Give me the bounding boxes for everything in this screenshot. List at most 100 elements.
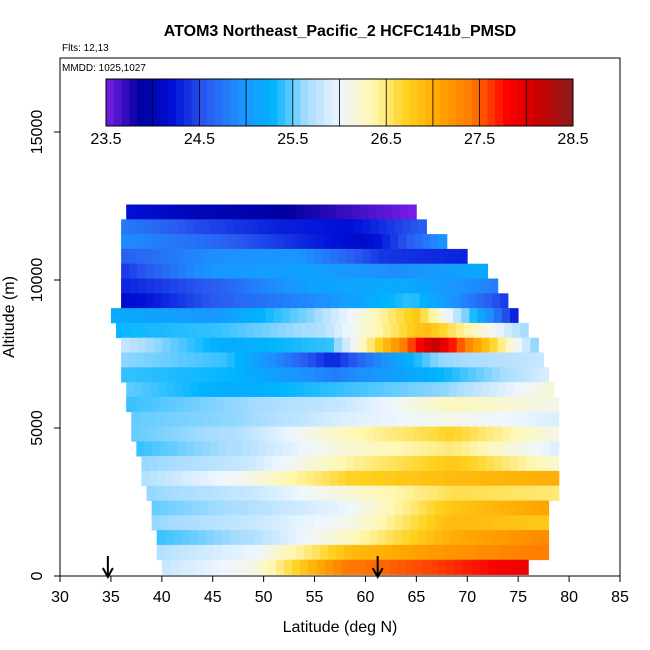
heatmap-cell — [152, 441, 162, 457]
heatmap-cell — [526, 426, 536, 442]
heatmap-cell — [145, 263, 155, 279]
heatmap-cell — [355, 441, 365, 457]
heatmap-cell — [511, 352, 520, 368]
heatmap-cell — [314, 308, 324, 324]
heatmap-cell — [422, 234, 432, 250]
colorbar-swatch — [277, 79, 286, 126]
heatmap-cell — [399, 278, 409, 294]
heatmap-cell — [484, 367, 493, 383]
heatmap-cell — [237, 322, 246, 339]
heatmap-cell — [347, 441, 357, 457]
heatmap-cell — [485, 441, 495, 457]
heatmap-cell — [448, 278, 458, 294]
heatmap-cell — [169, 219, 178, 235]
heatmap-cell — [550, 411, 560, 427]
heatmap-cell — [303, 382, 313, 398]
heatmap-cell — [191, 396, 201, 413]
heatmap-cell — [255, 204, 264, 220]
heatmap-cell — [394, 248, 404, 265]
heatmap-layer — [110, 204, 560, 575]
heatmap-cell — [316, 559, 326, 575]
heatmap-cell — [140, 322, 149, 339]
heatmap-cell — [444, 470, 453, 487]
heatmap-cell — [322, 293, 332, 309]
heatmap-cell — [379, 293, 388, 309]
heatmap-cell — [153, 337, 163, 353]
heatmap-cell — [260, 337, 269, 353]
heatmap-row — [110, 308, 519, 324]
heatmap-cell — [413, 411, 423, 427]
heatmap-cell — [145, 234, 155, 250]
heatmap-cell — [256, 470, 265, 487]
heatmap-cell — [374, 337, 384, 353]
heatmap-cell — [459, 293, 469, 309]
heatmap-cell — [287, 530, 296, 546]
heatmap-cell — [338, 367, 348, 383]
heatmap-cell — [149, 470, 159, 487]
heatmap-cell — [428, 308, 438, 324]
heatmap-cell — [256, 500, 266, 516]
heatmap-cell — [186, 559, 195, 575]
heatmap-cell — [178, 263, 187, 279]
heatmap-cell — [295, 530, 305, 546]
heatmap-cell — [132, 322, 141, 339]
heatmap-cell — [273, 500, 282, 516]
heatmap-cell — [513, 382, 522, 398]
y-tick-label: 15000 — [29, 110, 46, 155]
heatmap-cell — [200, 308, 210, 324]
heatmap-cell — [131, 411, 140, 427]
heatmap-cell — [504, 322, 513, 339]
heatmap-cell — [346, 293, 356, 309]
heatmap-cell — [346, 456, 355, 472]
heatmap-cell — [161, 559, 171, 575]
heatmap-cell — [209, 441, 219, 457]
heatmap-cell — [282, 441, 292, 457]
heatmap-cell — [409, 544, 419, 561]
heatmap-cell — [177, 248, 186, 265]
heatmap-cell — [119, 308, 128, 324]
heatmap-cell — [167, 396, 176, 413]
heatmap-cell — [225, 367, 235, 383]
heatmap-cell — [162, 485, 172, 501]
heatmap-cell — [182, 204, 192, 220]
heatmap-cell — [542, 470, 552, 487]
heatmap-cell — [153, 219, 162, 235]
heatmap-cell — [174, 382, 184, 398]
heatmap-cell — [309, 278, 319, 294]
heatmap-cell — [401, 544, 411, 561]
heatmap-cell — [266, 367, 275, 383]
heatmap-cell — [334, 278, 343, 294]
heatmap-cell — [192, 515, 201, 531]
heatmap-cell — [292, 263, 301, 279]
heatmap-cell — [289, 396, 299, 413]
heatmap-cell — [379, 308, 389, 324]
heatmap-cell — [332, 234, 342, 250]
heatmap-cell — [349, 559, 358, 575]
heatmap-cell — [316, 352, 325, 368]
heatmap-cell — [429, 352, 439, 368]
heatmap-cell — [280, 456, 290, 472]
heatmap-cell — [521, 382, 531, 398]
heatmap-cell — [532, 367, 542, 383]
heatmap-cell — [308, 559, 317, 575]
heatmap-cell — [202, 234, 212, 250]
heatmap-cell — [244, 426, 253, 442]
flight-arrows — [101, 556, 384, 580]
heatmap-cell — [218, 352, 228, 368]
heatmap-cell — [201, 441, 210, 457]
heatmap-cell — [397, 485, 406, 501]
heatmap-cell — [295, 382, 305, 398]
heatmap-cell — [305, 515, 315, 531]
heatmap-cell — [529, 382, 539, 398]
colorbar-tick-label: 24.5 — [184, 131, 215, 148]
heatmap-cell — [406, 559, 415, 575]
heatmap-cell — [445, 411, 455, 427]
heatmap-cell — [249, 248, 259, 265]
heatmap-cell — [159, 500, 169, 516]
heatmap-cell — [338, 396, 348, 413]
heatmap-cell — [486, 426, 495, 442]
heatmap-cell — [256, 515, 266, 531]
heatmap-cell — [330, 248, 339, 265]
heatmap-cell — [159, 515, 169, 531]
heatmap-cell — [453, 308, 462, 324]
